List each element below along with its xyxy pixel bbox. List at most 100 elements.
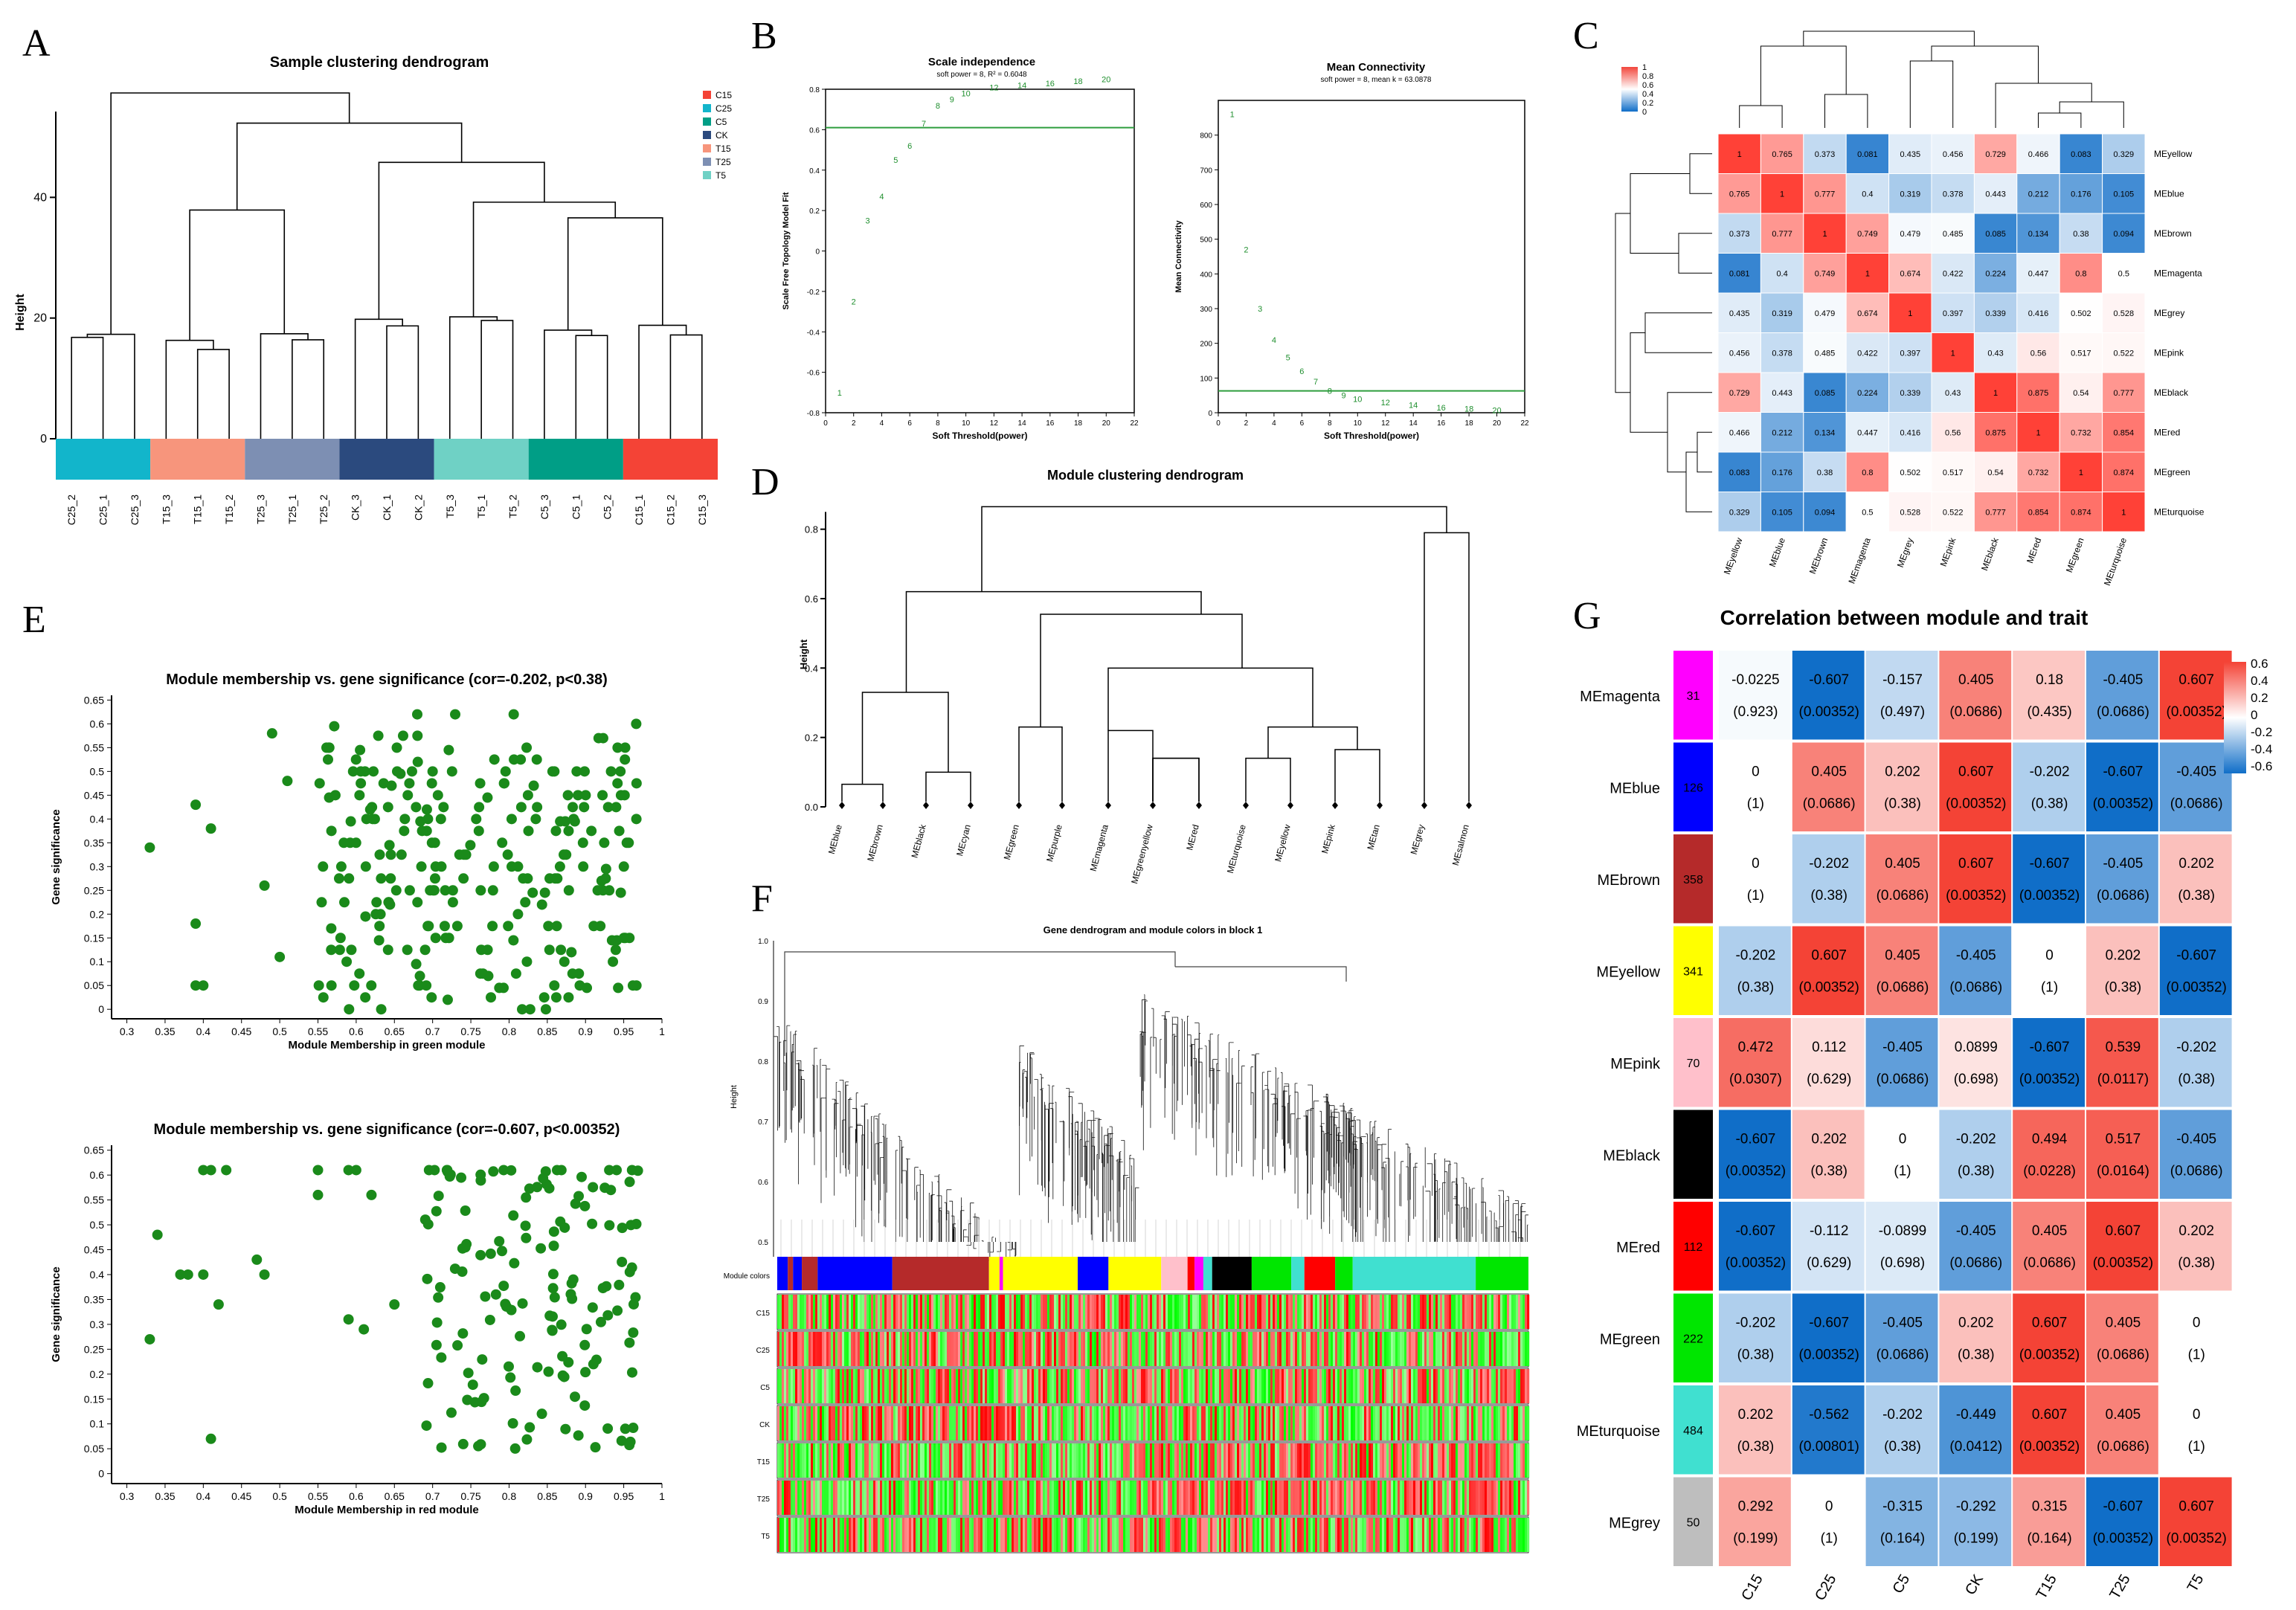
trait-stripe [1277,1295,1280,1329]
trait-stripe [895,1518,898,1552]
data-point [152,1229,163,1240]
trait-stripe [1230,1481,1233,1515]
correlation-value: 0.202 [1885,764,1920,780]
trait-stripe [837,1481,840,1515]
trait-stripe [858,1443,861,1478]
x-tick-label: 0.45 [231,1025,251,1037]
leaf-label: MEgrey [1409,823,1427,856]
trait-stripe [1201,1295,1204,1329]
trait-stripe [1311,1443,1313,1478]
trait-stripe [793,1369,796,1403]
correlation-cell [1865,1293,1938,1382]
trait-stripe [1063,1295,1066,1329]
trait-stripe [1045,1295,1048,1329]
trait-stripe [846,1443,849,1478]
trait-stripe [1487,1369,1490,1403]
trait-stripe [1174,1518,1177,1552]
data-point [624,1266,635,1278]
data-point [344,1004,355,1015]
trait-stripe [1067,1481,1070,1515]
trait-stripe [1248,1369,1251,1403]
y-tick-label: 0.4 [90,813,105,825]
heatmap-cell-value: 0.094 [1815,508,1836,517]
data-point [602,1423,614,1434]
trait-stripe [1116,1481,1119,1515]
x-tick-label: 12 [1381,419,1390,428]
heatmap-cell [2016,412,2060,453]
trait-stripe [898,1443,901,1478]
trait-stripe [1487,1518,1490,1552]
trait-stripe [1299,1443,1302,1478]
y-axis-label: Gene significance [50,1266,62,1362]
trait-stripe [804,1406,807,1440]
trait-stripe [904,1369,907,1403]
heatmap-cell [2016,492,2060,532]
trait-stripe [1288,1481,1291,1515]
trait-stripe [1440,1332,1443,1366]
trait-stripe [1065,1369,1068,1403]
data-point [559,1371,570,1382]
trait-stripe [983,1443,985,1478]
trait-stripe [1438,1332,1441,1366]
trait-stripe [1114,1481,1117,1515]
trait-stripe [1458,1406,1461,1440]
trait-stripe [1422,1332,1425,1366]
trait-stripe [991,1443,994,1478]
y-tick-label: 0.55 [84,741,104,753]
module-color-segment [1194,1257,1203,1290]
data-point [567,802,579,813]
x-tick-label: 0.45 [231,1490,251,1502]
trait-stripe [1525,1518,1528,1552]
correlation-value: 0 [1899,1132,1907,1147]
data-point [599,1182,611,1194]
trait-stripe [1145,1443,1148,1478]
module-color-segment [1203,1257,1212,1290]
trait-stripe [1440,1295,1443,1329]
trait-stripe [1413,1518,1416,1552]
trait-stripe [974,1406,977,1440]
trait-stripe [1364,1332,1367,1366]
trait-stripe [866,1369,869,1403]
data-point [443,744,454,756]
data-point [469,1397,480,1408]
trait-stripe [1482,1406,1485,1440]
trait-stripe [1085,1518,1088,1552]
trait-stripe [1469,1332,1472,1366]
heatmap-cell-value: 0.43 [1945,389,1961,398]
data-point [560,1423,571,1434]
trait-stripe [1217,1332,1220,1366]
y-tick-label: 300 [1200,306,1212,314]
trait-stripe [862,1295,865,1329]
trait-stripe [806,1443,809,1478]
data-point [508,709,519,720]
data-point [390,885,402,896]
trait-stripe [1038,1295,1041,1329]
trait-stripe [791,1406,794,1440]
heatmap-cell-value: 0.456 [1729,349,1750,358]
trait-stripe [1366,1481,1369,1515]
data-point [548,1240,559,1252]
trait-stripe [936,1406,939,1440]
trait-stripe [1364,1518,1367,1552]
trait-stripe [1228,1406,1231,1440]
trait-stripe [1081,1295,1084,1329]
heatmap-cell [2016,133,2060,174]
trait-stripe [1070,1518,1073,1552]
trait-stripe [873,1332,876,1366]
p-value: (0.00801) [1799,1439,1859,1455]
data-point [473,825,484,837]
trait-stripe [1230,1518,1233,1552]
trait-stripe [902,1295,905,1329]
trait-stripe [900,1295,903,1329]
trait-stripe [987,1332,990,1366]
panel-label-c: C [1573,15,1599,57]
power-point: 4 [1272,336,1276,345]
trait-stripe [822,1332,825,1366]
data-point [425,885,436,896]
trait-stripe [1255,1369,1258,1403]
trait-stripe [1277,1443,1280,1478]
chart-title: Correlation between module and trait [1720,606,2088,629]
heatmap-cell-value: 0.729 [1729,389,1750,398]
trait-stripe [1308,1332,1311,1366]
trait-stripe [797,1369,800,1403]
